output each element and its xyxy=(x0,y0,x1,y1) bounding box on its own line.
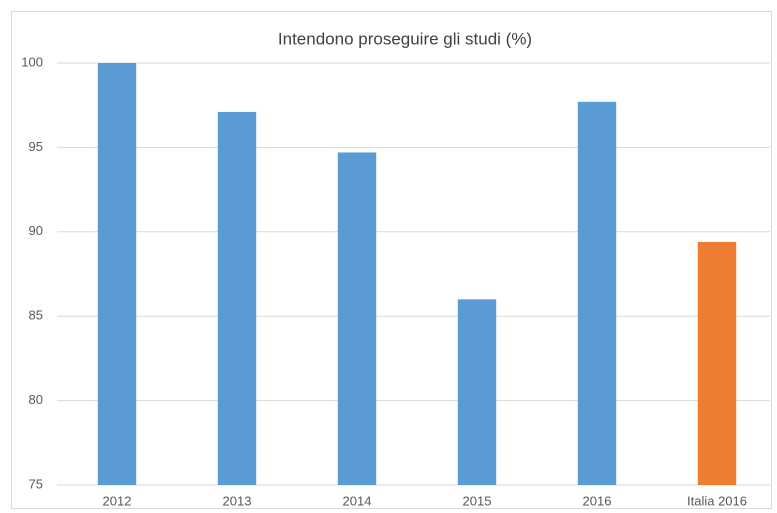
y-tick-label: 80 xyxy=(29,392,43,407)
bar xyxy=(457,299,497,485)
x-tick-label: 2016 xyxy=(583,493,612,508)
y-tick-label: 100 xyxy=(21,54,43,69)
x-tick-label: 2015 xyxy=(463,493,492,508)
x-tick-label: Italia 2016 xyxy=(687,493,747,508)
bar xyxy=(217,111,257,486)
x-tick-label: 2012 xyxy=(103,493,132,508)
bar xyxy=(697,241,737,485)
chart-title: Intendono proseguire gli studi (%) xyxy=(278,29,532,48)
y-tick-label: 90 xyxy=(29,223,43,238)
bar xyxy=(577,101,617,485)
y-tick-label: 85 xyxy=(29,308,43,323)
y-tick-label: 95 xyxy=(29,139,43,154)
chart-border xyxy=(11,11,772,509)
bar xyxy=(97,63,137,485)
bar xyxy=(337,152,377,486)
y-tick-label: 75 xyxy=(29,476,43,491)
x-tick-label: 2013 xyxy=(223,493,252,508)
x-tick-label: 2014 xyxy=(343,493,372,508)
